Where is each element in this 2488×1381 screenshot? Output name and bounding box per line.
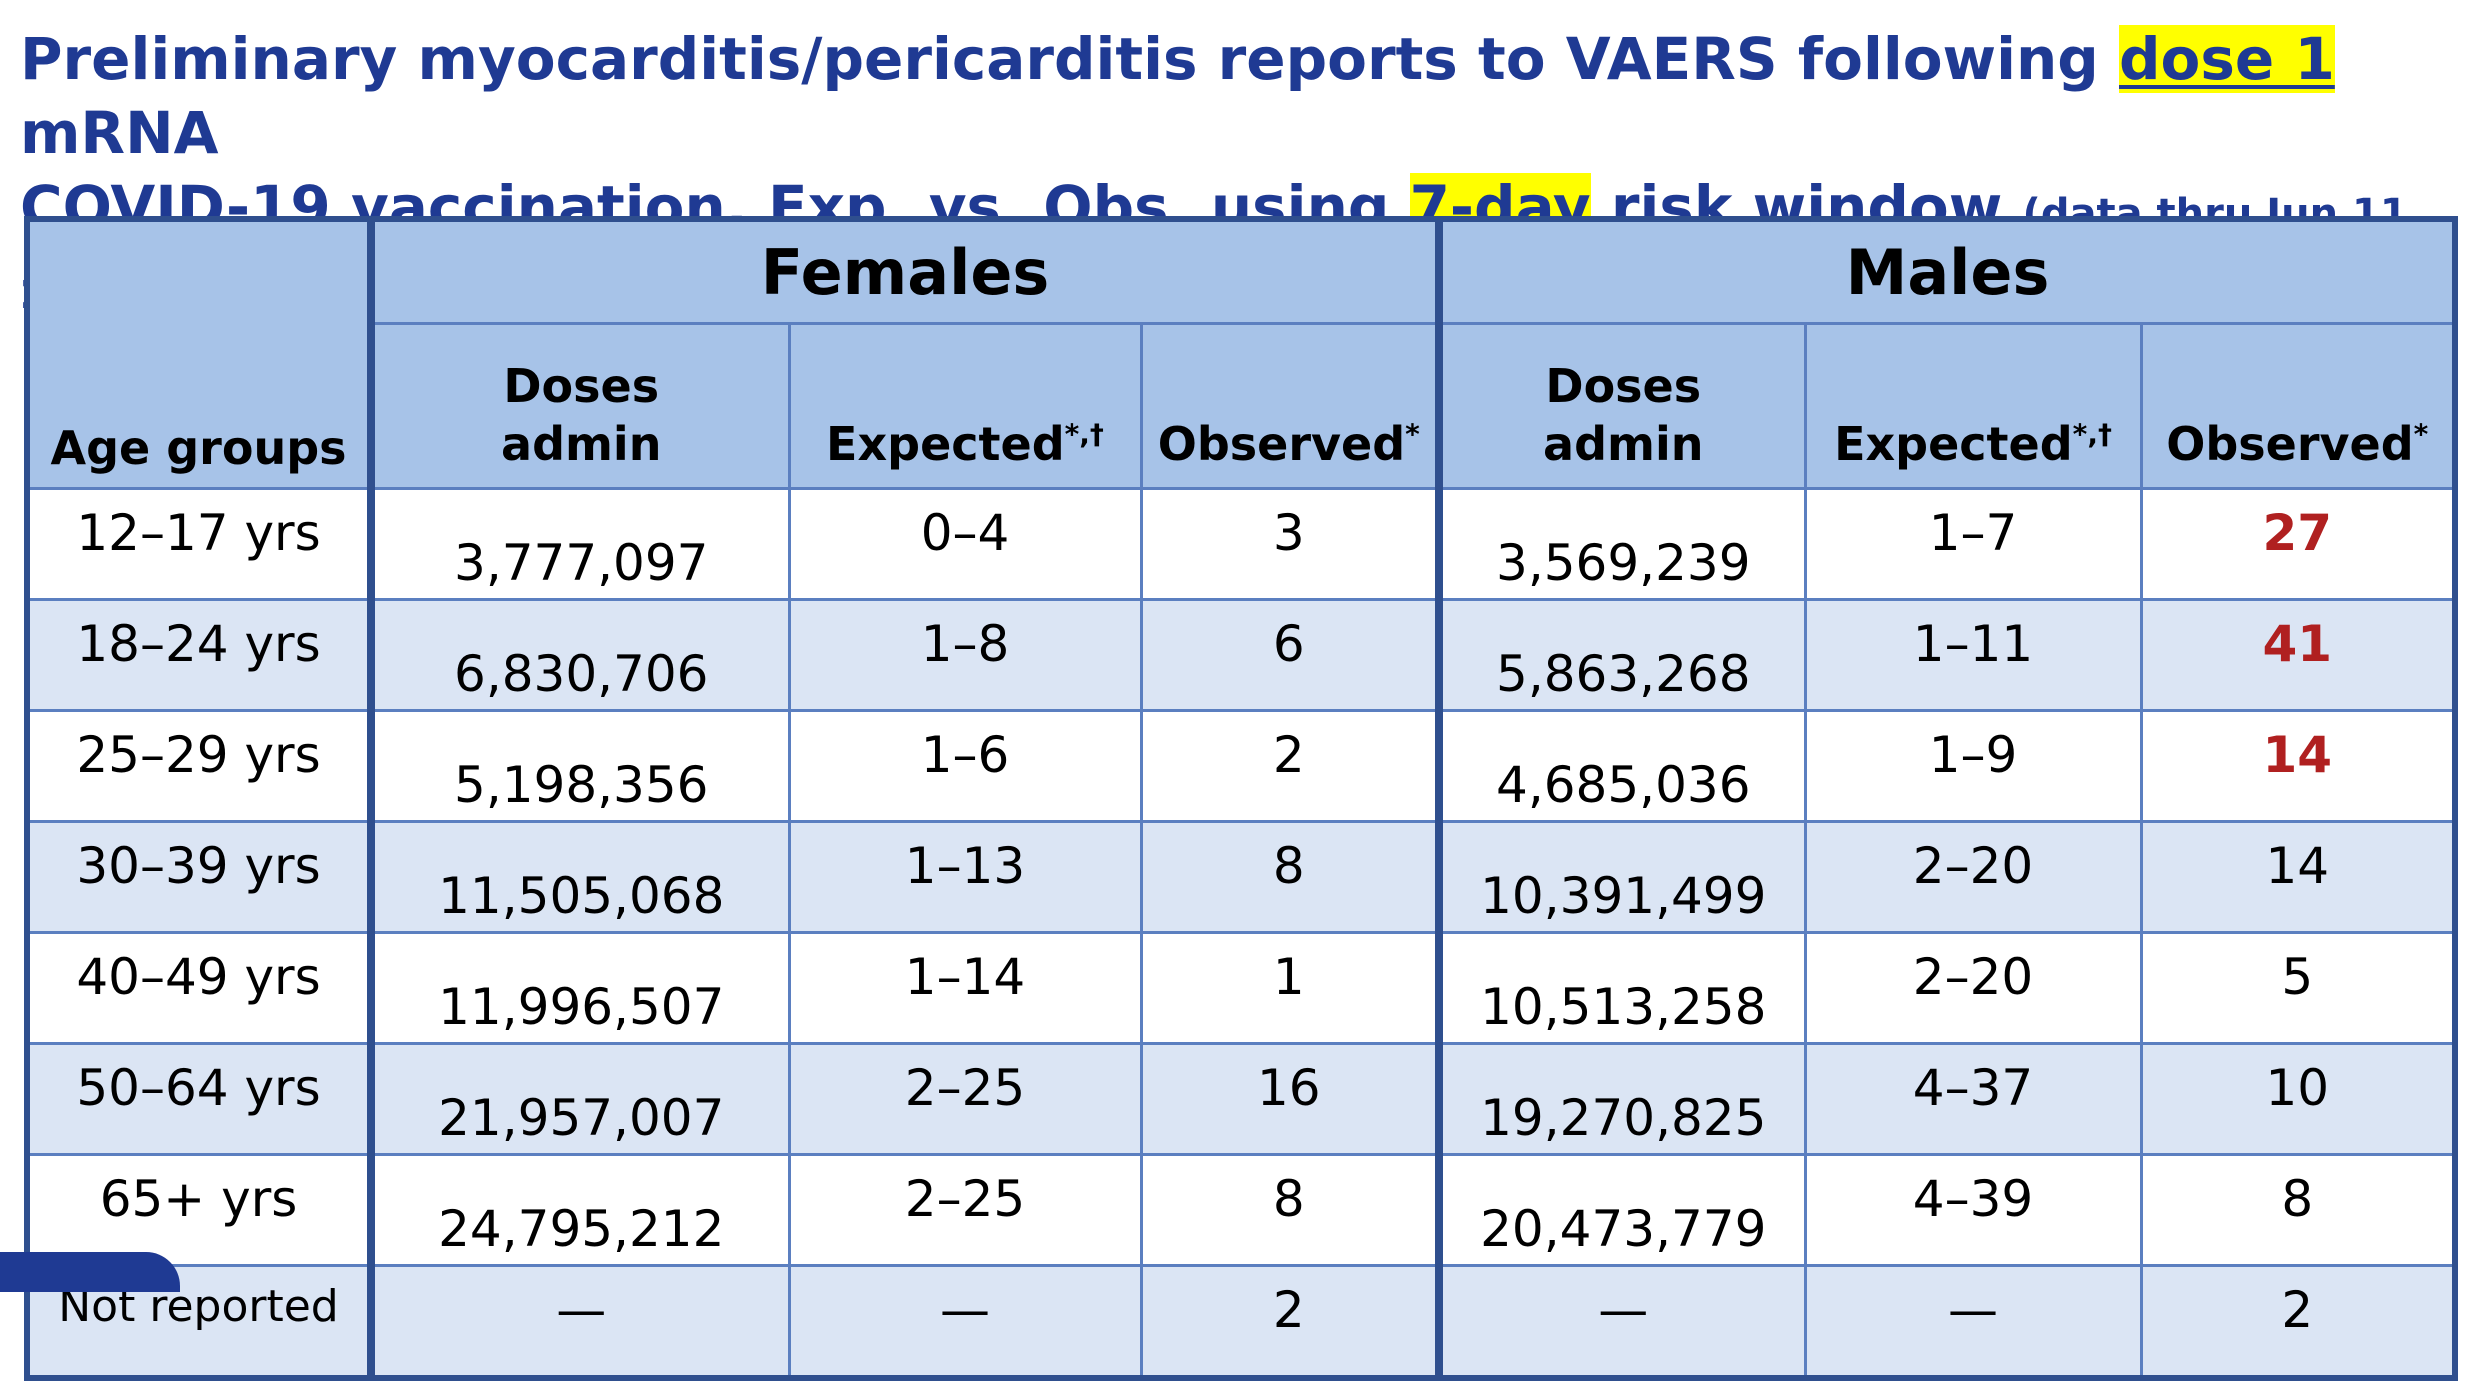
f-expected-header: Expected*,† bbox=[787, 322, 1143, 490]
age-groups-header: Age groups bbox=[25, 217, 375, 490]
m-observed-cell: 2 bbox=[2139, 1264, 2457, 1380]
m-doses-cell: 4,685,036 bbox=[1437, 709, 1807, 823]
table-row: 50–64 yrs 21,957,007 2–25 16 19,270,825 4–37 1… bbox=[25, 1042, 2457, 1156]
m-expected-cell: — bbox=[1803, 1264, 2143, 1380]
f-observed-cell: 8 bbox=[1139, 820, 1444, 934]
f-doses-header-label: Doses admin bbox=[501, 359, 662, 471]
m-doses-cell: — bbox=[1437, 1264, 1807, 1380]
m-observed-header: Observed* bbox=[2139, 322, 2457, 490]
f-observed-cell: 2 bbox=[1139, 1264, 1444, 1380]
age-cell: 65+ yrs bbox=[25, 1153, 375, 1267]
f-doses-cell: 24,795,212 bbox=[369, 1153, 791, 1267]
m-observed-cell: 41 bbox=[2139, 598, 2457, 712]
f-expected-cell: 1–6 bbox=[787, 709, 1143, 823]
m-observed-cell: 27 bbox=[2139, 487, 2457, 601]
m-observed-label: Observed bbox=[2166, 417, 2414, 471]
f-doses-cell: 11,996,507 bbox=[369, 931, 791, 1045]
f-observed-cell: 16 bbox=[1139, 1042, 1444, 1156]
table-row: 25–29 yrs 5,198,356 1–6 2 4,685,036 1–9 14 bbox=[25, 709, 2457, 823]
f-observed-footnote: * bbox=[1405, 417, 1420, 451]
table-row: 65+ yrs 24,795,212 2–25 8 20,473,779 4–39 8 bbox=[25, 1153, 2457, 1267]
f-expected-cell: — bbox=[787, 1264, 1143, 1380]
m-doses-cell: 19,270,825 bbox=[1437, 1042, 1807, 1156]
m-expected-header: Expected*,† bbox=[1803, 322, 2143, 490]
f-observed-cell: 1 bbox=[1139, 931, 1444, 1045]
age-cell: 30–39 yrs bbox=[25, 820, 375, 934]
m-expected-cell: 1–9 bbox=[1803, 709, 2143, 823]
m-observed-cell: 8 bbox=[2139, 1153, 2457, 1267]
table-row: 30–39 yrs 11,505,068 1–13 8 10,391,499 2–20 14 bbox=[25, 820, 2457, 934]
data-table-container: Age groups Females Males Doses admin Exp… bbox=[24, 216, 2459, 1381]
age-cell: 18–24 yrs bbox=[25, 598, 375, 712]
f-observed-label: Observed bbox=[1157, 417, 1406, 471]
f-expected-cell: 1–13 bbox=[787, 820, 1143, 934]
m-doses-cell: 3,569,239 bbox=[1437, 487, 1807, 601]
m-doses-cell: 10,513,258 bbox=[1437, 931, 1807, 1045]
f-expected-footnote: *,† bbox=[1064, 417, 1104, 451]
m-expected-cell: 2–20 bbox=[1803, 931, 2143, 1045]
m-expected-cell: 4–39 bbox=[1803, 1153, 2143, 1267]
table-row: 12–17 yrs 3,777,097 0–4 3 3,569,239 1–7 27 bbox=[25, 487, 2457, 601]
females-header: Females bbox=[369, 217, 1444, 325]
f-doses-header: Doses admin bbox=[369, 322, 791, 490]
m-expected-cell: 1–11 bbox=[1803, 598, 2143, 712]
table-row: Not reported — —2— —2 bbox=[25, 1264, 2457, 1380]
m-observed-cell: 14 bbox=[2139, 820, 2457, 934]
age-cell: 12–17 yrs bbox=[25, 487, 375, 601]
f-expected-cell: 1–14 bbox=[787, 931, 1143, 1045]
f-doses-cell: 5,198,356 bbox=[369, 709, 791, 823]
table-row: 18–24 yrs 6,830,706 1–8 6 5,863,268 1–11 41 bbox=[25, 598, 2457, 712]
f-doses-cell: 6,830,706 bbox=[369, 598, 791, 712]
f-doses-cell: 11,505,068 bbox=[369, 820, 791, 934]
f-observed-cell: 6 bbox=[1139, 598, 1444, 712]
m-expected-cell: 2–20 bbox=[1803, 820, 2143, 934]
m-expected-cell: 1–7 bbox=[1803, 487, 2143, 601]
m-doses-header-label: Doses admin bbox=[1543, 359, 1704, 471]
age-cell: 50–64 yrs bbox=[25, 1042, 375, 1156]
m-observed-cell: 10 bbox=[2139, 1042, 2457, 1156]
f-expected-label: Expected bbox=[826, 417, 1065, 471]
f-expected-cell: 0–4 bbox=[787, 487, 1143, 601]
table-row: 40–49 yrs 11,996,507 1–14 1 10,513,258 2–20 5 bbox=[25, 931, 2457, 1045]
title-line1-end: mRNA bbox=[20, 99, 219, 167]
m-doses-cell: 20,473,779 bbox=[1437, 1153, 1807, 1267]
f-observed-header: Observed* bbox=[1139, 322, 1444, 490]
f-doses-cell: 21,957,007 bbox=[369, 1042, 791, 1156]
f-expected-cell: 2–25 bbox=[787, 1042, 1143, 1156]
m-observed-footnote: * bbox=[2413, 417, 2429, 451]
title-line1-start: Preliminary myocarditis/pericarditis rep… bbox=[20, 25, 2120, 93]
f-expected-cell: 1–8 bbox=[787, 598, 1143, 712]
footer-tab bbox=[0, 1252, 180, 1292]
f-expected-cell: 2–25 bbox=[787, 1153, 1143, 1267]
m-doses-header: Doses admin bbox=[1437, 322, 1807, 490]
m-expected-label: Expected bbox=[1834, 417, 2073, 471]
myocarditis-table: Age groups Females Males Doses admin Exp… bbox=[24, 216, 2459, 1381]
males-header: Males bbox=[1437, 217, 2457, 325]
f-observed-cell: 3 bbox=[1139, 487, 1444, 601]
age-cell: 25–29 yrs bbox=[25, 709, 375, 823]
m-doses-cell: 5,863,268 bbox=[1437, 598, 1807, 712]
f-doses-cell: — bbox=[369, 1264, 791, 1380]
m-doses-cell: 10,391,499 bbox=[1437, 820, 1807, 934]
m-observed-cell: 14 bbox=[2139, 709, 2457, 823]
f-observed-cell: 8 bbox=[1139, 1153, 1444, 1267]
age-cell: 40–49 yrs bbox=[25, 931, 375, 1045]
m-expected-cell: 4–37 bbox=[1803, 1042, 2143, 1156]
table-body: 12–17 yrs 3,777,097 0–4 3 3,569,239 1–7 27 18–2… bbox=[25, 487, 2457, 1380]
f-observed-cell: 2 bbox=[1139, 709, 1444, 823]
f-doses-cell: 3,777,097 bbox=[369, 487, 791, 601]
title-highlight-dose: dose 1 bbox=[2119, 25, 2335, 93]
m-expected-footnote: *,† bbox=[2072, 417, 2112, 451]
m-observed-cell: 5 bbox=[2139, 931, 2457, 1045]
